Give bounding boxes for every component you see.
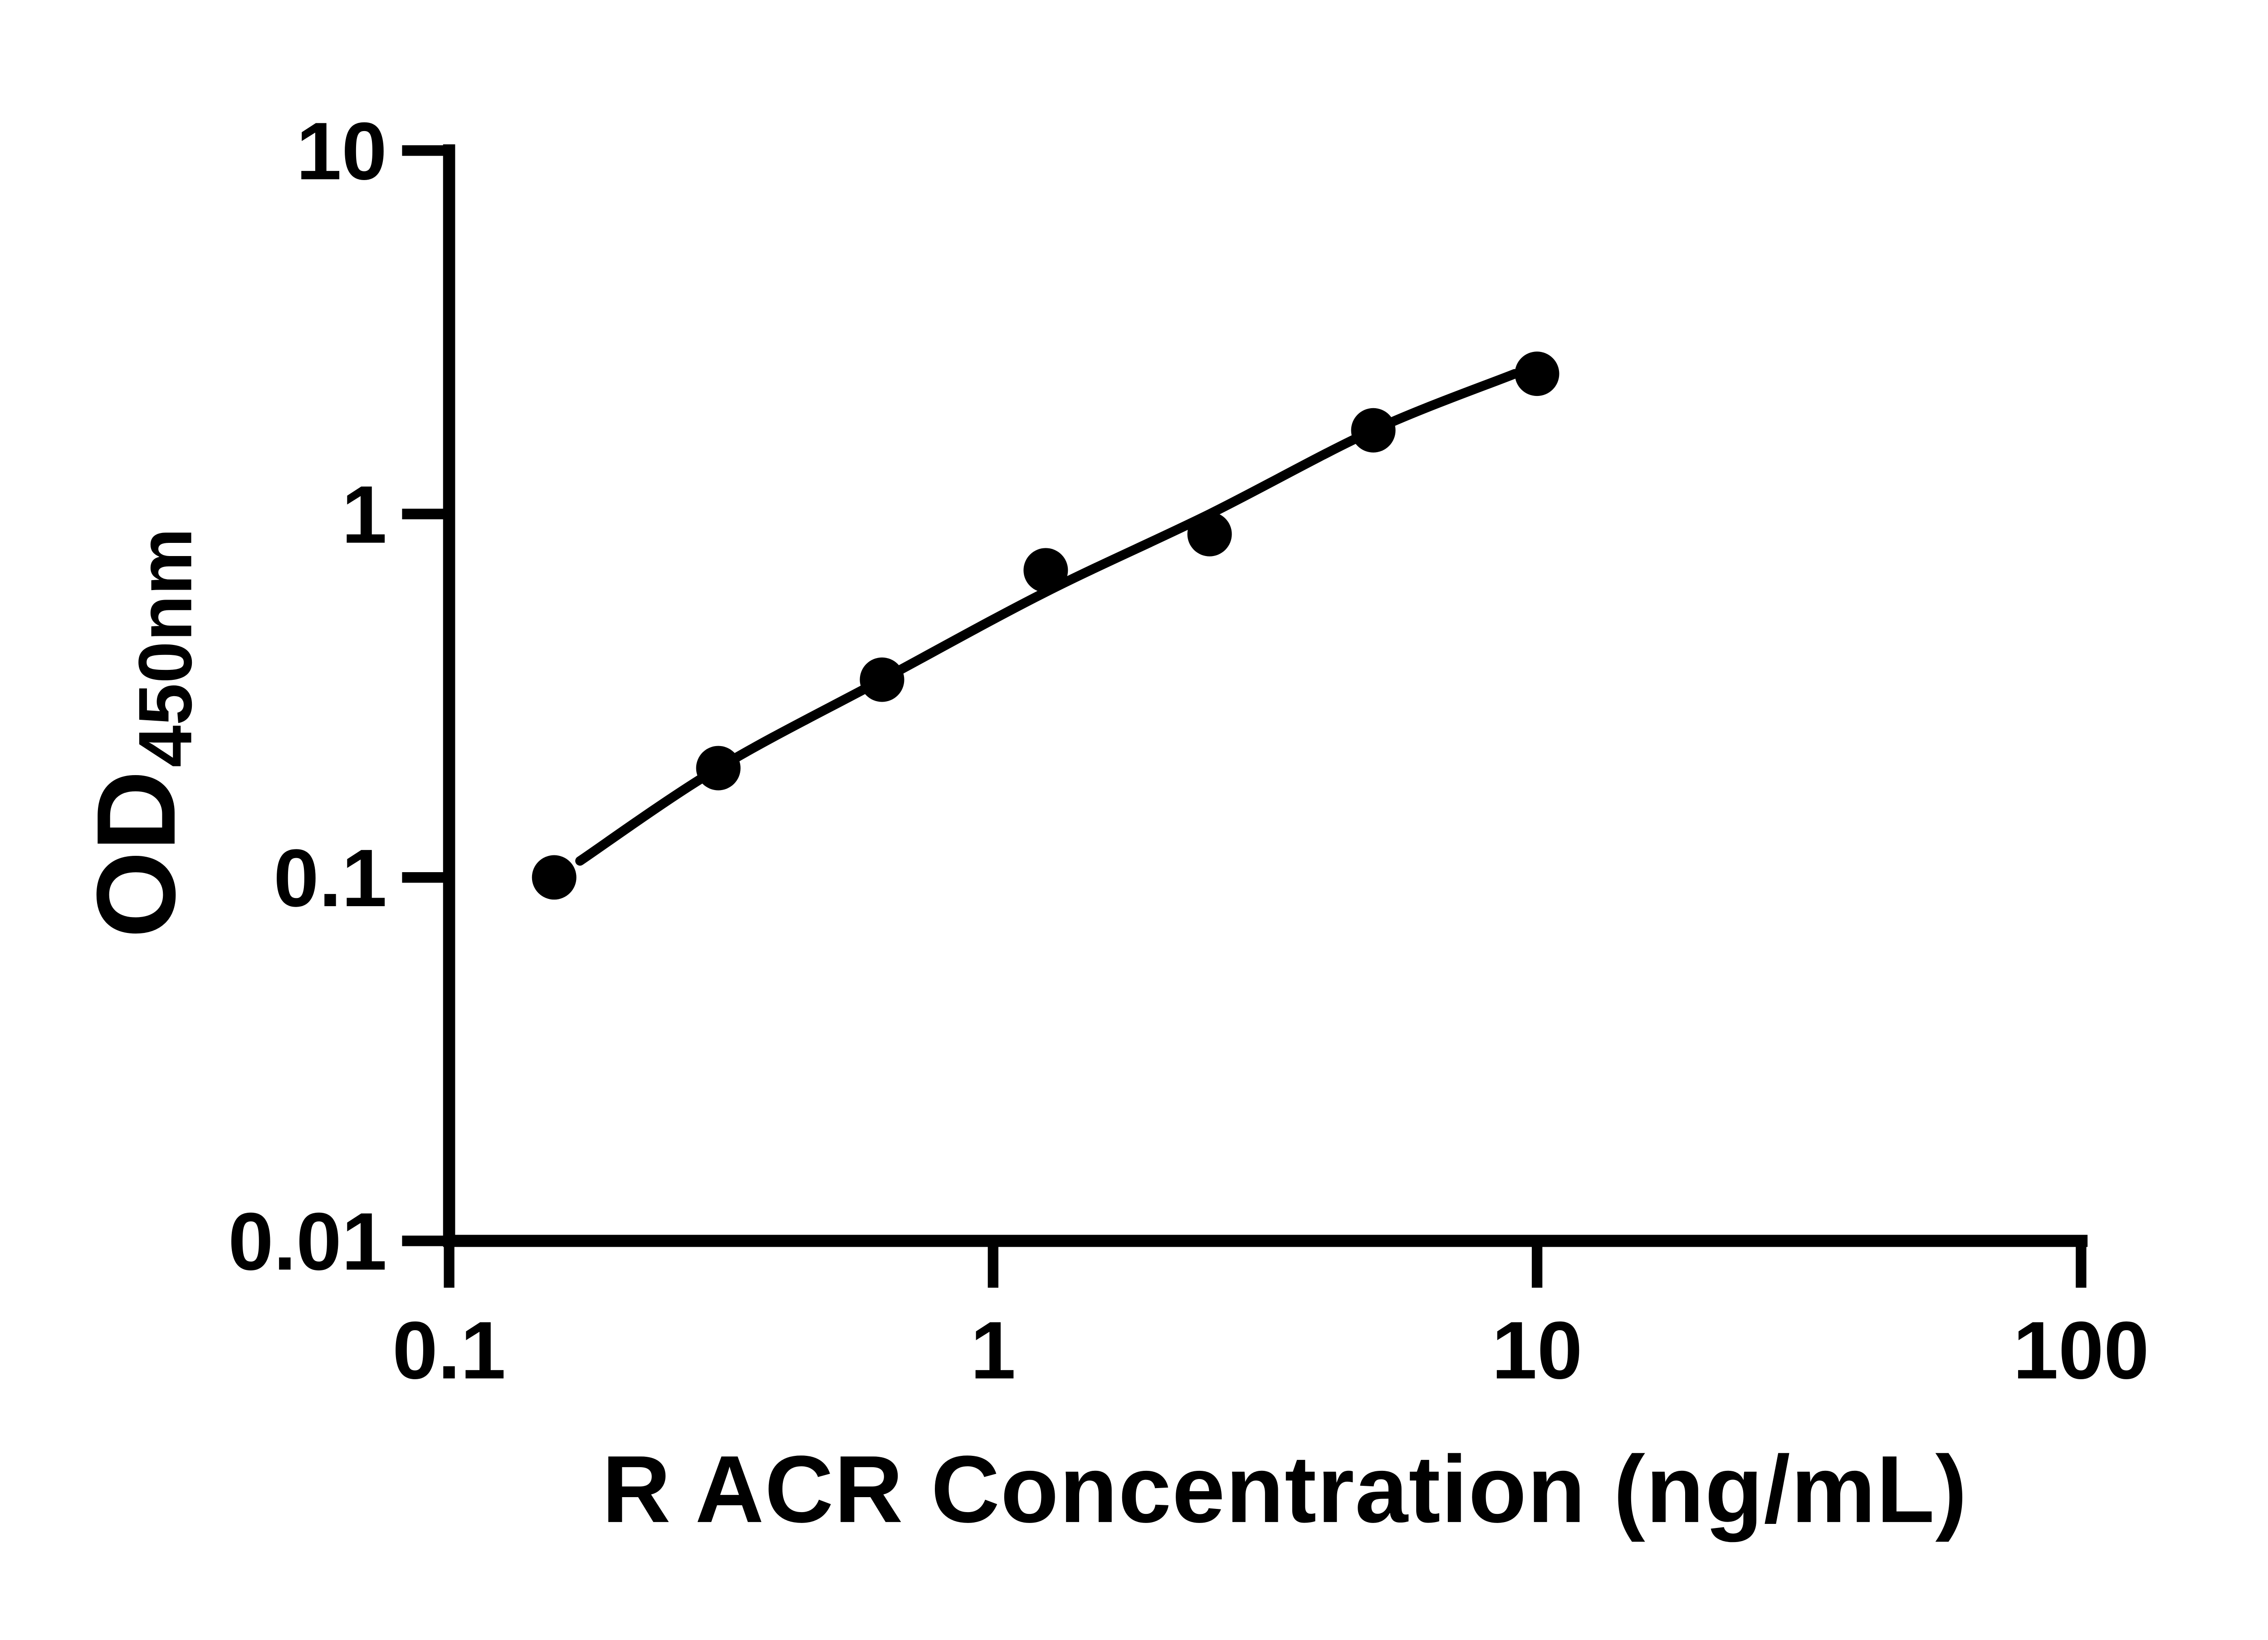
data-point xyxy=(1187,512,1232,556)
data-points xyxy=(532,351,1559,900)
y-axis-title: OD450nm xyxy=(74,528,208,938)
y-tick-label: 0.01 xyxy=(228,1196,387,1287)
axes xyxy=(402,144,2088,1288)
x-tick-label: 0.1 xyxy=(392,1305,506,1396)
data-point xyxy=(1515,351,1559,396)
data-point xyxy=(1023,548,1068,593)
x-tick-label: 10 xyxy=(1492,1305,1583,1396)
data-point xyxy=(532,855,577,900)
y-axis-title-subscript: 450nm xyxy=(123,528,208,767)
y-tick-label: 0.1 xyxy=(274,833,387,924)
y-tick-label: 1 xyxy=(342,469,387,561)
axis-lines xyxy=(443,144,2088,1247)
x-axis-title: R ACR Concentration (ng/mL) xyxy=(602,1436,1968,1542)
x-tick-label: 1 xyxy=(970,1305,1016,1396)
y-axis-title-main: OD xyxy=(74,771,199,938)
data-point xyxy=(860,657,904,702)
x-tick-label: 100 xyxy=(2013,1305,2149,1396)
y-tick-label: 10 xyxy=(296,106,387,197)
data-point xyxy=(696,746,741,791)
data-point xyxy=(1351,408,1396,453)
